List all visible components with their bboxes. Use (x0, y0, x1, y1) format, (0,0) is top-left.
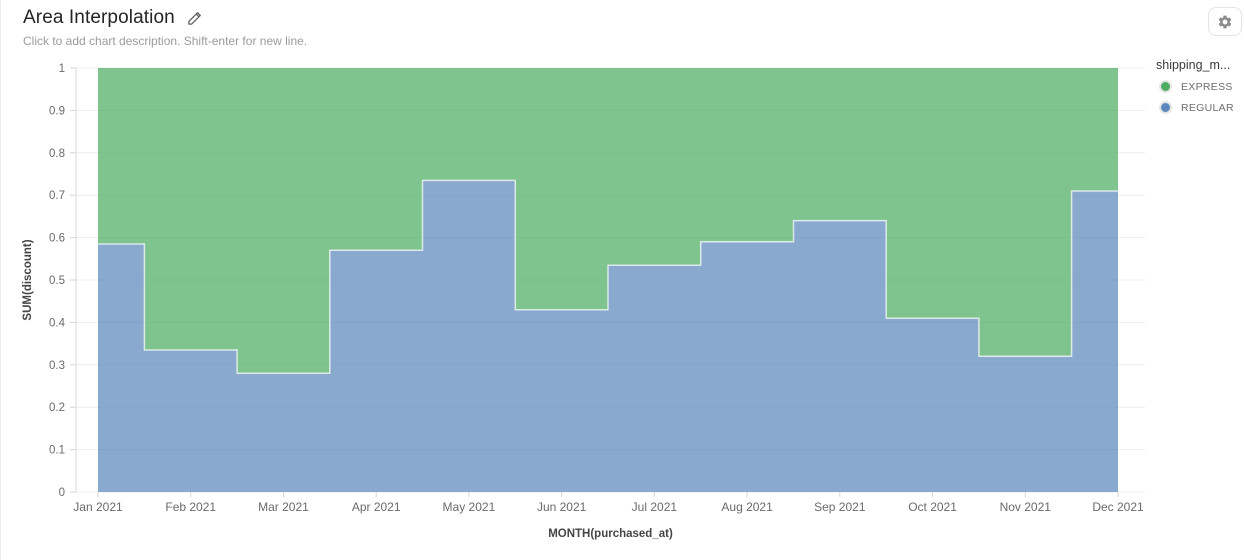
legend: shipping_m... EXPRESS REGULAR (1154, 58, 1242, 122)
chart-area: 0 0.1 0.2 0.3 0.4 0.5 0.6 0.7 0.8 0.9 1 Jan 2021 Feb… (1, 56, 1151, 560)
x-tick-label: Mar 2021 (258, 500, 309, 514)
legend-item-label: REGULAR (1181, 101, 1234, 114)
legend-swatch (1159, 101, 1172, 114)
y-tick-label: 0.9 (49, 105, 65, 117)
legend-item-label: EXPRESS (1181, 80, 1233, 93)
y-tick-label: 1 (59, 63, 65, 75)
y-tick-label: 0.3 (49, 360, 65, 372)
pencil-icon (186, 10, 203, 27)
legend-items: EXPRESS REGULAR (1154, 80, 1242, 114)
x-tick-label: Nov 2021 (1000, 500, 1052, 514)
x-axis-title: MONTH(purchased_at) (548, 528, 673, 540)
legend-title: shipping_m... (1156, 58, 1231, 72)
y-tick-label: 0.1 (49, 445, 65, 457)
x-tick-label: Aug 2021 (721, 500, 773, 514)
chart-description-placeholder[interactable]: Click to add chart description. Shift-en… (23, 34, 308, 48)
x-tick-label: Sep 2021 (814, 500, 866, 514)
x-tick-label: Feb 2021 (165, 500, 216, 514)
chart-title[interactable]: Area Interpolation (23, 7, 175, 28)
y-axis-title: SUM(discount) (22, 239, 34, 320)
y-tick-label: 0.6 (49, 233, 65, 245)
x-tick-label: Jul 2021 (632, 500, 678, 514)
chart-canvas[interactable]: 0 0.1 0.2 0.3 0.4 0.5 0.6 0.7 0.8 0.9 1 Jan 2021 Feb… (1, 56, 1151, 560)
y-tick-label: 0.2 (49, 402, 65, 414)
legend-item-express[interactable]: EXPRESS (1159, 80, 1242, 93)
y-tick-label: 0.5 (49, 275, 65, 287)
y-tick-label: 0 (59, 487, 65, 499)
x-tick-label: Jun 2021 (537, 500, 587, 514)
area-series-express[interactable] (98, 68, 1118, 374)
y-tick-label: 0.8 (49, 148, 65, 160)
x-tick-label: May 2021 (443, 500, 496, 514)
x-tick-label: Apr 2021 (352, 500, 401, 514)
x-tick-label: Dec 2021 (1092, 500, 1144, 514)
y-tick-label: 0.7 (49, 190, 65, 202)
legend-swatch (1159, 80, 1172, 93)
legend-item-regular[interactable]: REGULAR (1159, 101, 1242, 114)
x-tick-label: Jan 2021 (73, 500, 123, 514)
area-series-regular[interactable] (98, 180, 1118, 492)
chart-settings-button[interactable] (1208, 7, 1242, 36)
x-tick-label: Oct 2021 (908, 500, 957, 514)
chart-header: Area Interpolation Click to add chart de… (23, 7, 307, 48)
gear-icon (1217, 14, 1233, 30)
series-boundary-line (98, 179, 1118, 375)
edit-title-button[interactable] (186, 10, 203, 27)
y-tick-label: 0.4 (49, 317, 66, 329)
